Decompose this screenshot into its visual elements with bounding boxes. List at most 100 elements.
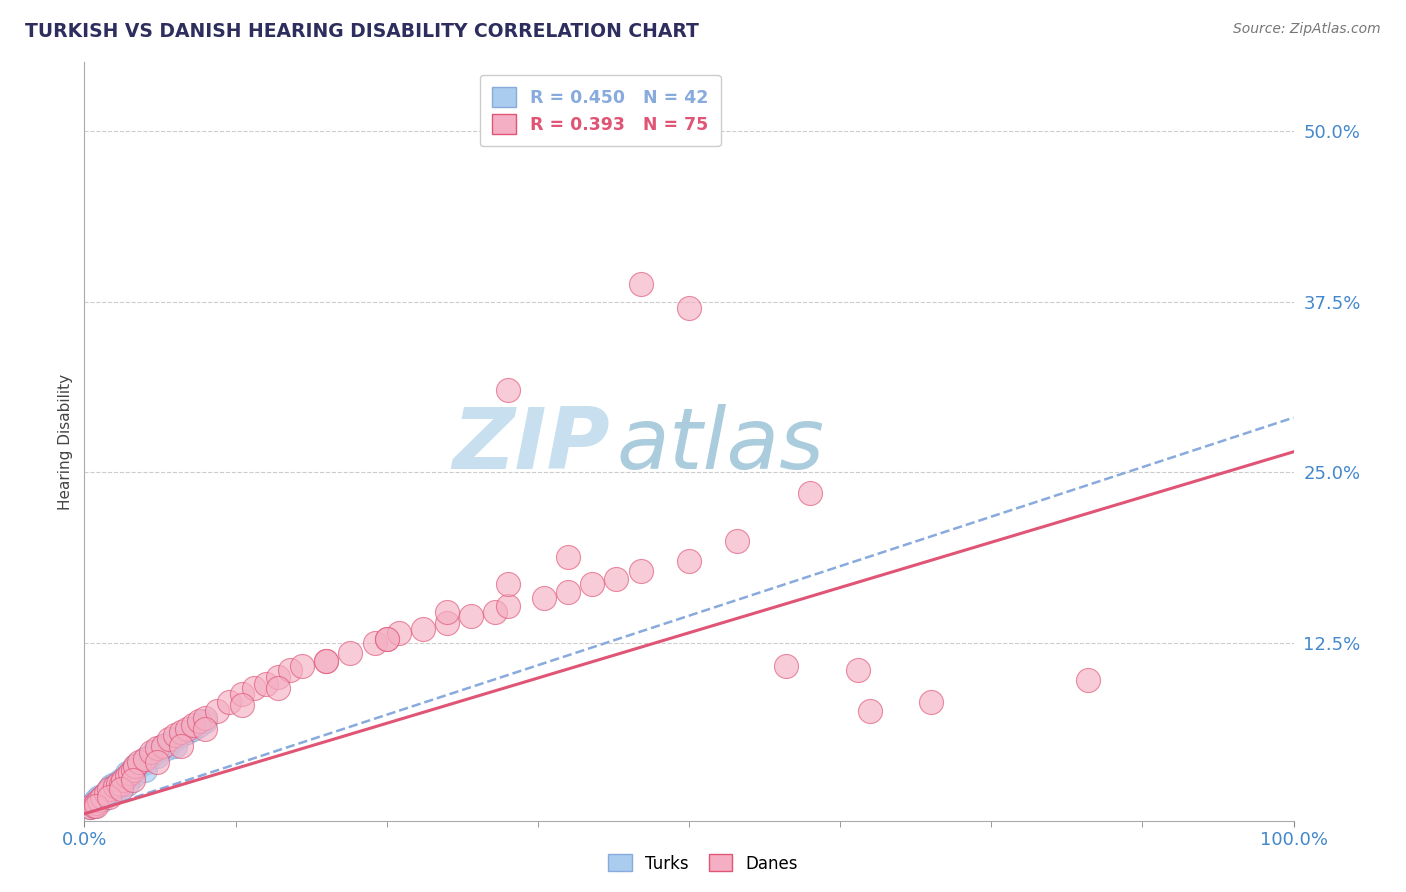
Point bbox=[143, 745, 166, 759]
Point bbox=[120, 765, 142, 780]
Point bbox=[115, 768, 138, 782]
Point bbox=[152, 739, 174, 753]
Point bbox=[581, 577, 603, 591]
Point bbox=[267, 670, 290, 684]
Point bbox=[86, 796, 108, 810]
Point bbox=[725, 533, 748, 548]
Point bbox=[496, 577, 519, 591]
Point bbox=[104, 780, 127, 794]
Text: atlas: atlas bbox=[616, 404, 824, 487]
Point bbox=[436, 605, 458, 619]
Point bbox=[97, 782, 120, 797]
Point bbox=[339, 646, 361, 660]
Point bbox=[100, 780, 122, 794]
Point bbox=[254, 677, 277, 691]
Point bbox=[315, 654, 337, 668]
Point bbox=[846, 664, 869, 678]
Point bbox=[115, 777, 138, 791]
Point bbox=[181, 718, 204, 732]
Point bbox=[1077, 673, 1099, 687]
Point bbox=[107, 780, 129, 794]
Point bbox=[188, 718, 211, 732]
Point bbox=[94, 786, 117, 800]
Point bbox=[134, 763, 156, 777]
Point bbox=[460, 608, 482, 623]
Point bbox=[79, 800, 101, 814]
Point bbox=[170, 739, 193, 753]
Point bbox=[87, 790, 110, 805]
Point bbox=[136, 755, 159, 769]
Point bbox=[207, 704, 229, 718]
Point bbox=[86, 796, 108, 810]
Point bbox=[267, 681, 290, 695]
Y-axis label: Hearing Disability: Hearing Disability bbox=[58, 374, 73, 509]
Point bbox=[375, 632, 398, 646]
Point bbox=[155, 741, 177, 756]
Point bbox=[120, 765, 142, 780]
Point bbox=[146, 741, 169, 756]
Point bbox=[388, 626, 411, 640]
Point bbox=[170, 728, 193, 742]
Point bbox=[87, 793, 110, 807]
Point bbox=[194, 722, 217, 736]
Point bbox=[363, 636, 385, 650]
Point bbox=[110, 777, 132, 791]
Point bbox=[146, 755, 169, 769]
Point bbox=[315, 654, 337, 668]
Point bbox=[678, 301, 700, 316]
Point bbox=[121, 772, 143, 787]
Point bbox=[176, 722, 198, 736]
Point bbox=[242, 681, 264, 695]
Point bbox=[605, 572, 627, 586]
Point bbox=[124, 759, 146, 773]
Point bbox=[121, 763, 143, 777]
Point bbox=[110, 782, 132, 797]
Point bbox=[920, 695, 942, 709]
Point bbox=[107, 777, 129, 791]
Point bbox=[83, 798, 105, 813]
Point bbox=[115, 765, 138, 780]
Point bbox=[146, 749, 169, 764]
Point bbox=[121, 768, 143, 782]
Point bbox=[375, 632, 398, 646]
Point bbox=[139, 745, 162, 759]
Point bbox=[83, 796, 105, 810]
Point bbox=[412, 623, 434, 637]
Point bbox=[146, 745, 169, 759]
Point bbox=[194, 714, 217, 728]
Point bbox=[557, 585, 579, 599]
Point bbox=[91, 790, 114, 805]
Point bbox=[104, 777, 127, 791]
Legend: Turks, Danes: Turks, Danes bbox=[602, 847, 804, 880]
Point bbox=[131, 755, 153, 769]
Point bbox=[496, 384, 519, 398]
Point bbox=[484, 605, 506, 619]
Legend: R = 0.450   N = 42, R = 0.393   N = 75: R = 0.450 N = 42, R = 0.393 N = 75 bbox=[479, 75, 721, 146]
Point bbox=[97, 790, 120, 805]
Point bbox=[181, 722, 204, 736]
Point bbox=[799, 485, 821, 500]
Point bbox=[630, 564, 652, 578]
Point bbox=[86, 793, 108, 807]
Point bbox=[83, 798, 105, 813]
Point bbox=[231, 698, 253, 712]
Point bbox=[112, 772, 135, 787]
Point bbox=[188, 714, 211, 728]
Point bbox=[91, 793, 114, 807]
Point bbox=[110, 772, 132, 787]
Point bbox=[128, 759, 150, 773]
Point bbox=[859, 704, 882, 718]
Point bbox=[496, 599, 519, 614]
Point bbox=[194, 711, 217, 725]
Point bbox=[630, 277, 652, 291]
Point bbox=[165, 728, 187, 742]
Point bbox=[278, 664, 301, 678]
Point bbox=[436, 615, 458, 630]
Point bbox=[157, 736, 180, 750]
Point bbox=[112, 772, 135, 787]
Point bbox=[170, 724, 193, 739]
Point bbox=[100, 786, 122, 800]
Point bbox=[176, 724, 198, 739]
Point bbox=[97, 782, 120, 797]
Point bbox=[91, 790, 114, 805]
